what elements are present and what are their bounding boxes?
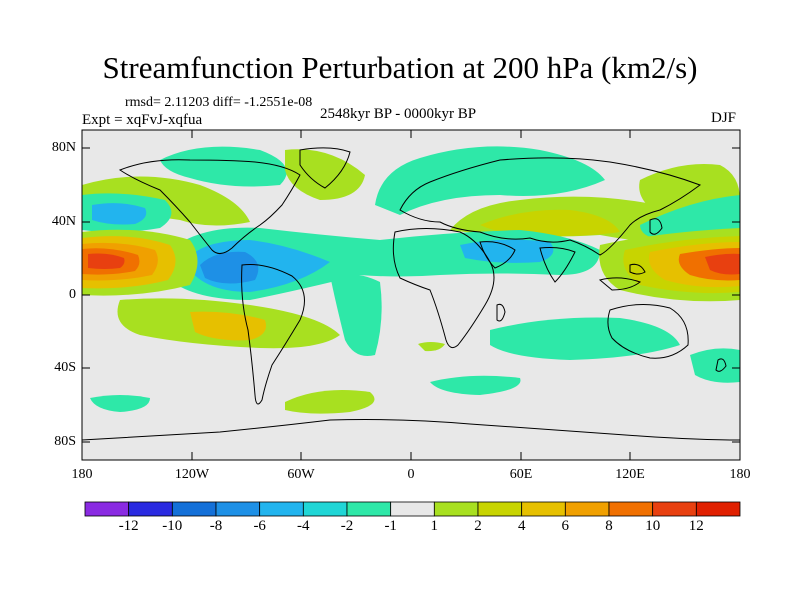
colorbar-label: -4 <box>297 518 310 534</box>
colorbar-box-12 <box>608 501 654 517</box>
map-title: Streamfunction Perturbation at 200 hPa (… <box>102 50 698 85</box>
colorbar-box-9 <box>477 501 523 517</box>
colorbar-label: -6 <box>253 518 266 534</box>
contour-arabia-negative-inner <box>460 239 554 263</box>
lat-label-40s: 40S <box>54 360 76 375</box>
colorbar-label: -1 <box>384 518 397 534</box>
colorbar-box-4 <box>259 501 304 517</box>
colorbar <box>84 501 741 517</box>
contour-n-america-negative <box>160 146 287 187</box>
lat-label-80s: 80S <box>54 434 76 449</box>
colorbar-box-7 <box>390 501 435 517</box>
lat-label-40n: 40N <box>51 214 76 229</box>
colorbar-box-2 <box>171 501 217 517</box>
lon-label-120e: 120E <box>615 467 645 482</box>
colorbar-label: 8 <box>605 518 613 534</box>
coastline-north-america <box>118 159 301 254</box>
lon-label-0: 0 <box>407 467 415 482</box>
contour-atlantic-tongue <box>330 273 382 356</box>
lat-label-0: 0 <box>69 287 76 302</box>
lon-label-120w: 120W <box>174 467 210 482</box>
contour-s-atlantic-positive-small <box>418 342 445 352</box>
period-label: 2548kyr BP - 0000kyr BP <box>320 106 477 122</box>
coastline-new-zealand <box>715 358 727 372</box>
contour-s-ocean-negative <box>430 375 521 395</box>
colorbar-label: 4 <box>517 518 526 534</box>
colorbar-label: -8 <box>209 518 223 534</box>
coastline-africa <box>392 228 495 349</box>
contour-s-atlantic-positive <box>285 389 375 414</box>
colorbar-label: 2 <box>474 518 482 534</box>
experiment-label: Expt = xqFvJ-xqfua <box>82 112 203 128</box>
colorbar-box-5 <box>302 501 348 517</box>
coastline-eurasia <box>399 157 702 256</box>
colorbar-box-11 <box>564 501 610 517</box>
coastline-australia <box>607 304 689 359</box>
colorbar-box-10 <box>521 501 566 517</box>
coastline-south-america <box>241 264 305 405</box>
contour-e-pacific-positive-5 <box>705 253 740 275</box>
colorbar-box-6 <box>346 501 392 517</box>
season-label: DJF <box>711 110 737 126</box>
coastline-arabia <box>479 241 516 269</box>
lon-label-60w: 60W <box>287 467 315 482</box>
colorbar-label: -2 <box>340 518 354 534</box>
colorbar-label: -10 <box>162 518 183 534</box>
contour-w-pacific-positive-5 <box>88 253 125 269</box>
contour-s-indian-negative <box>490 317 680 360</box>
coastline-maritime-continent <box>598 263 646 291</box>
contour-sw-pacific-negative <box>90 395 150 412</box>
colorbar-box-1 <box>128 501 173 517</box>
colorbar-box-14 <box>695 501 741 517</box>
contour-fills <box>82 146 740 441</box>
contour-se-pacific-negative <box>690 348 740 383</box>
lon-label-60e: 60E <box>509 467 533 482</box>
colorbar-box-3 <box>215 501 261 517</box>
stats-line: rmsd= 2.11203 diff= -1.2551e-08 <box>125 95 313 110</box>
contour-nw-pacific-negative <box>640 195 740 240</box>
contour-s-pacific-positive-inner <box>190 311 266 341</box>
colorbar-label: 12 <box>688 518 704 534</box>
colorbar-box-8 <box>433 501 479 517</box>
coastline-greenland <box>299 147 351 189</box>
contour-n-pacific-negative-west-inner <box>92 203 147 225</box>
colorbar-label: 10 <box>645 518 661 534</box>
coastline-japan <box>649 218 663 235</box>
colorbar-label: -12 <box>118 518 139 534</box>
lon-label-180w: 180 <box>71 467 93 482</box>
colorbar-label: 6 <box>561 518 570 534</box>
coastline-india <box>539 247 576 283</box>
contour-n-atlantic-positive <box>285 149 365 200</box>
lat-label-80n: 80N <box>51 140 76 155</box>
contour-asia-positive-inner <box>480 209 620 236</box>
coastlines <box>82 147 740 441</box>
axis-ticks <box>81 130 741 460</box>
colorbar-label: 1 <box>430 518 439 534</box>
colorbar-box-13 <box>652 501 697 517</box>
coastline-antarctica <box>82 419 740 441</box>
contour-eurasia-negative <box>375 146 605 215</box>
lon-label-180e: 180 <box>729 467 751 482</box>
contour-americas-negative-core <box>200 251 259 284</box>
colorbar-box-0 <box>84 501 130 517</box>
coastline-madagascar <box>496 303 506 322</box>
